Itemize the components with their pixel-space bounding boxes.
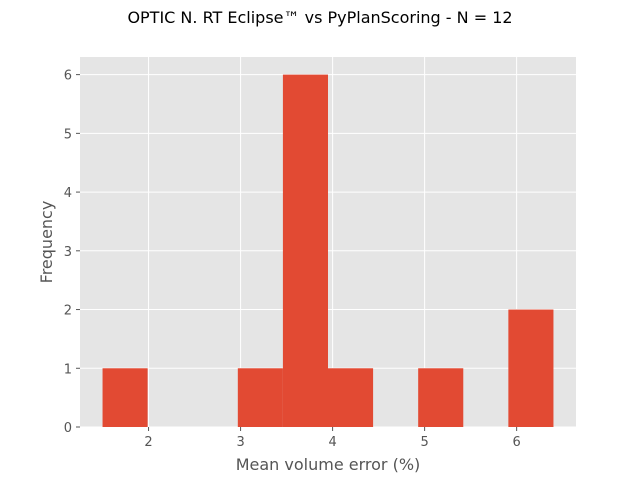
tick-labels: 2 3 4 5 6 0 1 2 3 4 5 6 — [64, 69, 521, 450]
y-tick-label: 1 — [64, 362, 72, 377]
chart-title: OPTIC N. RT Eclipse™ vs PyPlanScoring - … — [127, 8, 513, 27]
y-tick-label: 5 — [64, 127, 72, 142]
histogram-bar — [282, 74, 328, 427]
histogram-bar — [237, 368, 283, 427]
y-axis-label: Frequency — [37, 201, 56, 284]
y-tick-label: 0 — [64, 421, 72, 436]
x-tick-label: 6 — [513, 435, 521, 450]
y-tick-label: 4 — [64, 186, 72, 201]
x-tick-label: 3 — [236, 435, 244, 450]
histogram-bar — [102, 368, 148, 427]
y-tick-label: 3 — [64, 245, 72, 260]
bars — [102, 74, 554, 427]
x-axis-label: Mean volume error (%) — [236, 455, 421, 474]
x-tick-label: 5 — [420, 435, 428, 450]
y-tick-label: 6 — [64, 69, 72, 84]
histogram-bar — [508, 309, 554, 427]
histogram-bar — [418, 368, 464, 427]
y-tick-label: 2 — [64, 304, 72, 319]
histogram-bar — [328, 368, 374, 427]
x-tick-label: 4 — [328, 435, 336, 450]
x-tick-label: 2 — [144, 435, 152, 450]
